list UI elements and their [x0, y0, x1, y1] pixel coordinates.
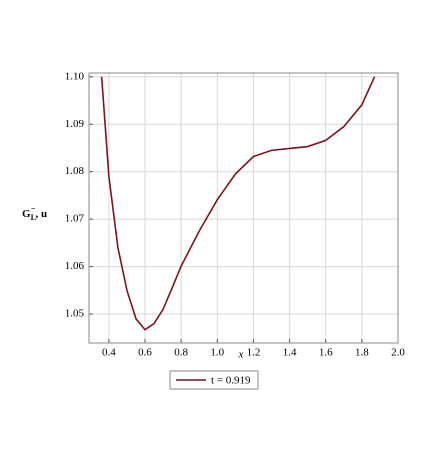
- x-tick-label: 0.8: [174, 347, 188, 359]
- x-tick-label: 1.2: [247, 347, 261, 359]
- x-tick-label: 1.8: [355, 347, 369, 359]
- series-line: [100, 76, 376, 331]
- y-label-sub: L: [31, 213, 36, 222]
- legend-box: [169, 370, 259, 390]
- y-tick-label: 1.06: [65, 260, 85, 272]
- y-tick-label: 1.07: [65, 213, 85, 225]
- y-label-sup: −: [31, 204, 36, 213]
- y-label-rest: , u: [35, 208, 47, 220]
- x-tick-label: 0.6: [138, 347, 152, 359]
- plot-frame: [88, 72, 399, 344]
- y-tick-label: 1.08: [65, 165, 85, 177]
- y-tick-label: 1.09: [65, 118, 85, 130]
- x-tick-label: 1.0: [210, 347, 224, 359]
- x-tick-label: 0.4: [102, 347, 116, 359]
- y-tick-label: 1.05: [65, 308, 85, 320]
- y-tick-label: 1.10: [65, 70, 85, 82]
- x-tick-label: 2.0: [391, 347, 405, 359]
- x-tick-label: 1.6: [319, 347, 333, 359]
- legend-label: t = 0.919: [211, 375, 251, 387]
- x-axis-label: x: [238, 349, 244, 361]
- y-label-base: G: [22, 208, 31, 220]
- y-axis-label: GL−, u: [22, 204, 47, 222]
- x-tick-label: 1.4: [283, 347, 297, 359]
